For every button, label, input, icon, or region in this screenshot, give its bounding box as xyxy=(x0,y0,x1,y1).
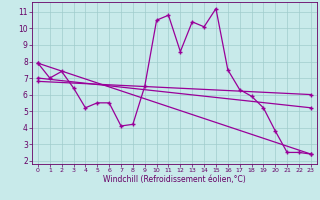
X-axis label: Windchill (Refroidissement éolien,°C): Windchill (Refroidissement éolien,°C) xyxy=(103,175,246,184)
